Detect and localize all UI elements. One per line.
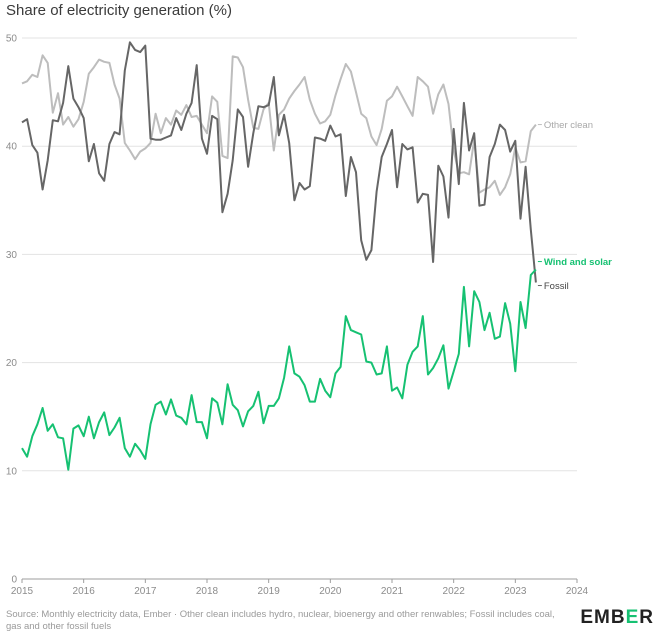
- x-tick-label: 2017: [134, 586, 157, 597]
- y-tick-label: 40: [6, 142, 18, 153]
- x-tick-label: 2021: [381, 586, 404, 597]
- x-tick-label: 2016: [73, 586, 96, 597]
- y-tick-label: 30: [6, 250, 18, 261]
- series-label-other-clean: Other clean: [544, 120, 593, 131]
- x-tick-label: 2020: [319, 586, 342, 597]
- y-tick-label: 10: [6, 466, 18, 477]
- y-tick-label: 20: [6, 358, 18, 369]
- series-line-fossil: [21, 41, 537, 283]
- x-tick-label: 2015: [11, 586, 34, 597]
- x-tick-label: 2022: [443, 586, 466, 597]
- series-line-wind-and-solar: [21, 268, 537, 471]
- x-axis-ticks: 2015 2016 2017 2018 2019 2020 2021 2022 2023 2024: [11, 579, 589, 597]
- ember-logo: EMBER: [580, 607, 654, 628]
- series-label-wind-and-solar: Wind and solar: [544, 257, 612, 268]
- series-labels: Other clean Fossil Wind and solar: [537, 120, 612, 292]
- series-label-fossil: Fossil: [544, 281, 569, 292]
- y-tick-label: 0: [11, 575, 17, 586]
- y-axis-ticks: 0 10 20 30 40 50: [6, 34, 18, 586]
- line-chart: 0 10 20 30 40 50 2015 2016 2017 2018 2019 2020 2021…: [6, 34, 612, 598]
- series-lines: [21, 41, 537, 471]
- x-tick-label: 2024: [566, 586, 589, 597]
- chart-title: Share of electricity generation (%): [6, 2, 232, 19]
- y-tick-label: 50: [6, 34, 18, 45]
- x-tick-label: 2023: [504, 586, 527, 597]
- x-tick-label: 2019: [258, 586, 281, 597]
- source-note: Source: Monthly electricity data, Ember …: [6, 609, 555, 632]
- series-line-other-clean: [21, 54, 537, 196]
- gridlines: [22, 37, 577, 580]
- x-tick-label: 2018: [196, 586, 219, 597]
